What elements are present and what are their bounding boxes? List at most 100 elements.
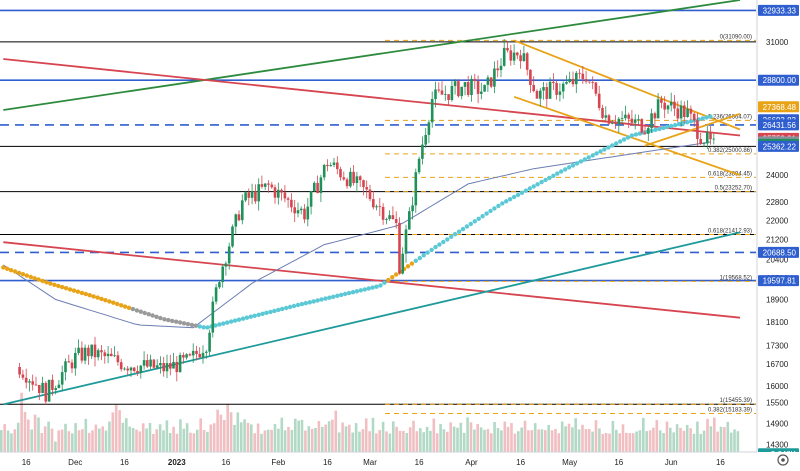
ma-dot — [661, 125, 666, 131]
price-axis[interactable]: 14300 14900 15500 16000 16700 17300 18100 18900… — [756, 0, 800, 452]
volume-bar — [479, 427, 483, 452]
volume-bar — [642, 417, 645, 452]
candle-body — [522, 53, 526, 62]
price-badge — [758, 275, 799, 287]
ma-dot — [437, 242, 442, 247]
volume-bar — [60, 429, 64, 452]
ma-dot — [284, 305, 289, 311]
candle-body — [712, 138, 716, 140]
volume-bar — [665, 421, 669, 452]
ma-dot — [28, 274, 33, 280]
candle-body — [581, 73, 585, 80]
time-tick-label: 16 — [516, 458, 525, 467]
volume-bar — [598, 428, 601, 452]
ma-dot — [460, 226, 466, 232]
candle-body — [188, 354, 192, 356]
volume-bar — [226, 403, 229, 452]
volume-bar — [510, 423, 513, 452]
ma-dot — [563, 167, 568, 172]
ma-dot — [504, 199, 509, 204]
candle-body — [303, 208, 306, 220]
ma-dot — [1, 265, 6, 270]
volume-bar — [652, 427, 655, 452]
ma-dot — [429, 247, 434, 253]
volume-bar — [618, 433, 621, 452]
candle-body — [624, 114, 627, 119]
volume-bar — [574, 418, 577, 452]
volume-bar — [297, 420, 300, 452]
candle-body — [299, 208, 303, 211]
settings-button[interactable] — [777, 454, 789, 466]
candle-body — [224, 263, 228, 267]
candle-body — [34, 384, 38, 386]
time-axis[interactable]: 16 Dec 16 2023 16 Feb 16 Mar 16 Apr 16 May 16 Jun 16 — [0, 451, 800, 471]
candle-body — [597, 93, 601, 108]
candle-body — [372, 199, 375, 208]
candle-body — [96, 350, 100, 358]
ma-dot — [268, 309, 273, 315]
ma-dot — [358, 288, 363, 293]
candle-body — [584, 79, 588, 82]
candle-body — [385, 219, 388, 220]
price-badge-label: 27368.48 — [763, 103, 797, 112]
candle-body — [394, 219, 398, 223]
time-tick-label: 16 — [221, 458, 230, 467]
ma-dot — [130, 306, 136, 312]
volume-bar — [216, 409, 219, 452]
volume-bar — [419, 428, 422, 452]
candle-body — [463, 82, 467, 87]
fib-level-label: 0.382(25000.86) — [708, 148, 752, 154]
ma-dot — [515, 192, 521, 198]
candle-body — [70, 362, 74, 369]
volume-bar — [726, 421, 730, 452]
ma-dot — [559, 169, 564, 174]
ma-dot — [386, 277, 391, 283]
volume-bar — [533, 423, 537, 452]
candle-body — [411, 205, 414, 212]
volume-bar — [496, 428, 500, 452]
candle-body — [571, 78, 575, 85]
candle-body — [643, 132, 647, 134]
candle-body — [519, 55, 522, 62]
volume-bar — [253, 433, 256, 452]
volume-bar — [341, 422, 344, 452]
ma-dot — [574, 161, 580, 166]
volume-bar — [155, 429, 158, 452]
gear-icon[interactable] — [777, 454, 789, 466]
candle-body — [296, 210, 300, 214]
candle-body — [175, 361, 179, 373]
ma-dot — [586, 155, 591, 160]
ma-dot — [48, 281, 53, 286]
candle-body — [227, 246, 231, 264]
ma-dot — [621, 137, 627, 142]
volume-bar — [125, 418, 128, 452]
candle-body — [473, 78, 477, 82]
price-tick-label: 16700 — [766, 360, 789, 369]
candle-body — [660, 99, 663, 103]
ma-dot — [103, 298, 108, 303]
fib-level-label: 0.5(23252.70) — [715, 186, 752, 192]
ma-dot — [20, 272, 26, 277]
time-tick-label: Mar — [363, 458, 377, 467]
ma-dot — [331, 294, 336, 299]
volume-bar — [239, 422, 243, 452]
price-tick-label: 31000 — [766, 38, 789, 47]
candle-body — [136, 371, 139, 373]
candle-body — [555, 83, 558, 95]
price-badge — [758, 140, 799, 152]
candle-body — [440, 90, 444, 95]
candle-body — [535, 91, 539, 99]
ma-dot — [260, 311, 265, 316]
volume-bar — [523, 420, 527, 452]
ma-dot — [52, 282, 57, 287]
candle-body — [208, 332, 211, 352]
ma-dot — [452, 232, 458, 237]
ma-dot — [413, 258, 418, 263]
candle-body — [362, 180, 365, 188]
ma-dot — [225, 320, 230, 325]
volume-bar — [236, 412, 240, 452]
candle-body — [254, 191, 257, 202]
price-tick-label: 18900 — [766, 296, 789, 305]
ma-dot — [456, 229, 462, 234]
